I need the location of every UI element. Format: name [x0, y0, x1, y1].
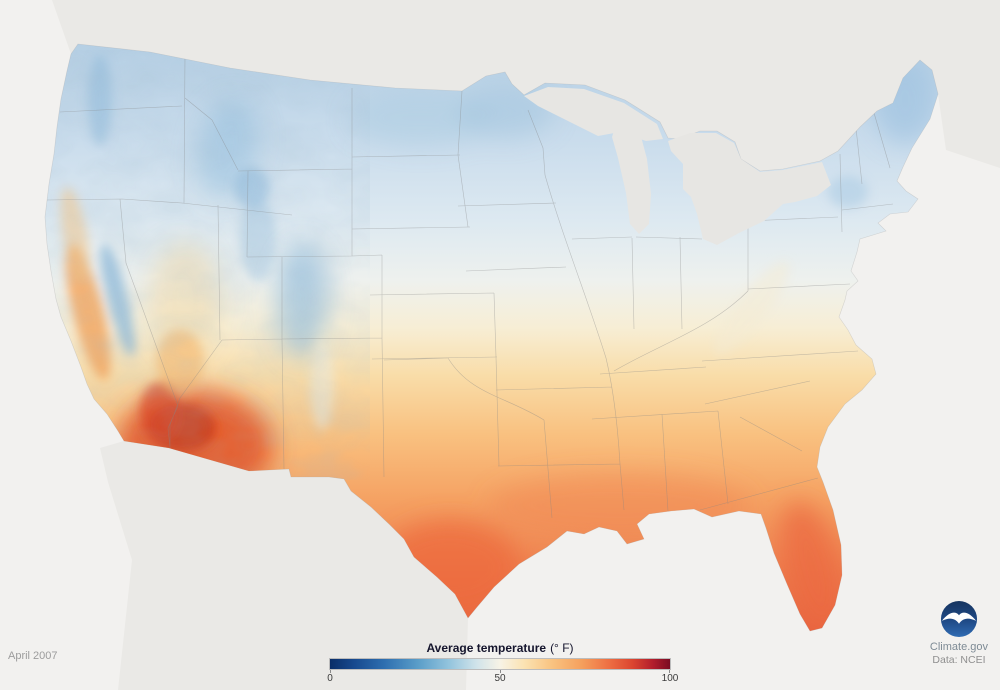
temperature-legend: Average temperature (° F) 0 50 100: [327, 641, 678, 686]
state-borders: [45, 53, 894, 519]
noaa-logo: [940, 601, 978, 638]
legend-tick-0: 0: [327, 673, 333, 684]
legend-gradient-bar: [329, 658, 671, 670]
great-lakes: [524, 87, 831, 245]
legend-title: Average temperature (° F): [426, 641, 573, 655]
attribution-source: Climate.gov: [929, 641, 988, 654]
legend-tick-mark: [669, 670, 670, 673]
legend-unit: (° F): [550, 641, 574, 655]
date-label: April 2007: [8, 650, 58, 662]
attribution-data: Data: NCEI: [932, 654, 986, 667]
lake-michigan: [612, 117, 651, 234]
attribution: Climate.gov Data: NCEI: [930, 600, 988, 668]
canada-landmass: [52, 0, 1000, 171]
temperature-shading: [45, 50, 937, 631]
legend-tick-mark: [500, 670, 501, 673]
legend-tick-50: 50: [494, 673, 506, 684]
legend-tick-100: 100: [661, 673, 679, 684]
legend-title-text: Average temperature: [426, 641, 547, 655]
mexico-landmass: [100, 441, 468, 690]
legend-ticks: 0 50 100: [327, 670, 678, 686]
legend-tick-mark: [330, 670, 331, 673]
lake-huron-erie-ontario: [668, 133, 831, 245]
